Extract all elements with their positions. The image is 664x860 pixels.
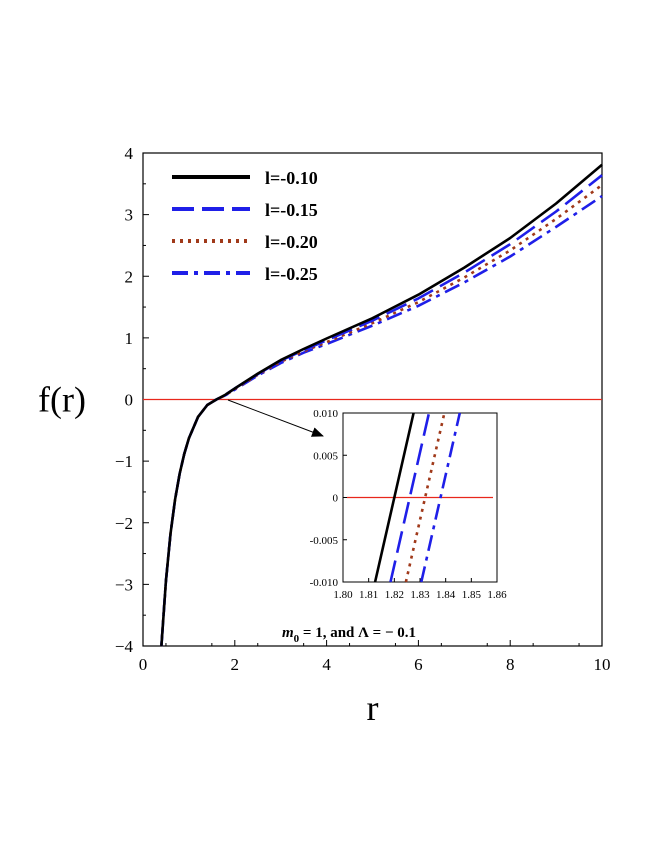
y-tick-label: 0 [125,391,134,410]
y-tick-label: −1 [115,452,133,471]
x-tick-label: 0 [139,655,148,674]
legend-label-0: l=-0.10 [265,168,318,188]
x-tick-label: 8 [506,655,515,674]
legend-label-1: l=-0.15 [265,200,318,220]
y-tick-label: 3 [125,206,134,225]
x-tick-label: 10 [594,655,611,674]
inset-x-tick-label: 1.84 [436,589,456,601]
y-tick-label: 2 [125,267,134,286]
series-line-0 [160,163,603,647]
y-tick-label: −2 [115,514,133,533]
inset-y-tick-label: 0.005 [313,450,338,462]
x-tick-label: 2 [231,655,240,674]
inset-x-tick-label: 1.81 [359,589,378,601]
inset-x-tick-label: 1.85 [462,589,482,601]
inset-x-tick-label: 1.83 [410,589,430,601]
inset-y-tick-label: 0 [333,493,339,505]
y-tick-label: 4 [125,144,134,163]
legend-label-3: l=-0.25 [265,264,318,284]
inset-plot: 1.80 1.81 1.82 1.83 1.84 1.85 1.86 0.010 0.005 0 -… [310,408,508,601]
inset-y-tick-label: -0.010 [310,577,339,589]
inset-y-tick-label: 0.010 [313,408,338,420]
parameter-annotation: m0 = 1, and Λ = − 0.1 [282,625,416,645]
legend: l=-0.10 l=-0.15 l=-0.20 l=-0.25 [172,168,318,284]
zoom-arrow-line [227,399,324,437]
inset-x-tick-label: 1.80 [333,589,353,601]
legend-label-2: l=-0.20 [265,232,318,252]
y-tick-label: −3 [115,575,133,594]
inset-x-tick-label: 1.82 [385,589,404,601]
y-tick-label: −4 [115,637,134,656]
inset-x-tick-label: 1.86 [487,589,507,601]
inset-series-line-0 [373,412,415,583]
inset-series-line-3 [420,412,462,583]
x-axis-title: r [367,688,379,728]
inset-series-line-2 [404,412,446,583]
y-tick-label: 1 [125,329,134,348]
inset-y-tick-label: -0.005 [310,535,339,547]
zoom-arrow [227,399,324,437]
x-tick-label: 6 [414,655,423,674]
x-tick-label: 4 [322,655,331,674]
y-axis-title: f(r) [38,380,86,420]
